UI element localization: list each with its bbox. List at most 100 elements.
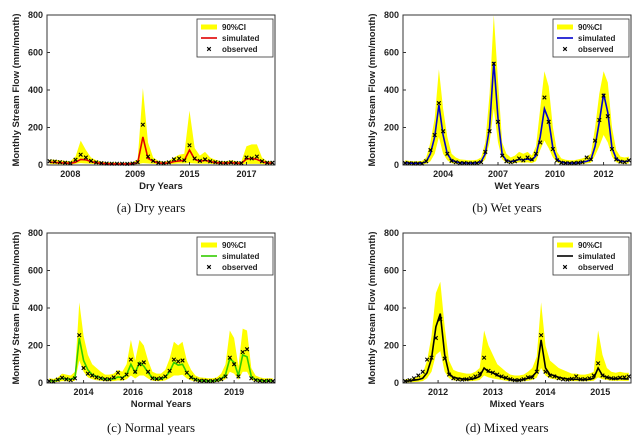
- observed-marker: [193, 377, 198, 382]
- legend-label: 90%CI: [222, 23, 246, 32]
- observed-marker: [584, 155, 589, 160]
- y-tick-label: 200: [28, 341, 43, 351]
- y-tick-label: 400: [384, 85, 399, 95]
- observed-marker: [94, 375, 99, 380]
- observed-marker: [253, 377, 258, 383]
- observed-marker: [419, 161, 425, 166]
- observed-marker: [72, 376, 78, 381]
- chart-panel-4: 0 200 400 600 800 2012 2013 2014 2015 Mixed Years…: [367, 228, 632, 435]
- observed-marker: [201, 378, 207, 383]
- observed-marker: [167, 368, 172, 374]
- x-tick-label: 2015: [590, 387, 610, 397]
- observed-marker: [266, 378, 271, 383]
- x-tick-label: 2018: [172, 387, 192, 397]
- observed-marker: [543, 369, 548, 374]
- observed-marker: [440, 129, 446, 134]
- observed-marker: [402, 160, 408, 166]
- observed-marker: [446, 372, 452, 377]
- observed-marker: [592, 138, 598, 143]
- observed-marker: [512, 377, 517, 383]
- observed-marker: [445, 151, 450, 156]
- observed-marker: [534, 369, 539, 374]
- legend-label: simulated: [222, 252, 259, 261]
- observed-marker: [184, 370, 189, 375]
- observed-marker: [574, 374, 579, 379]
- x-axis-label: Dry Years: [139, 181, 183, 192]
- observed-marker: [487, 129, 492, 134]
- observed-marker: [137, 362, 142, 367]
- observed-marker: [462, 160, 467, 166]
- observed-marker: [530, 375, 535, 380]
- observed-marker: [464, 377, 469, 382]
- observed-marker: [135, 159, 140, 165]
- observed-marker: [597, 117, 602, 123]
- observed-marker: [556, 376, 561, 381]
- observed-marker: [500, 153, 505, 158]
- observed-marker: [47, 159, 52, 164]
- observed-marker: [85, 371, 91, 376]
- observed-marker: [604, 375, 610, 380]
- observed-marker: [125, 161, 130, 167]
- legend-label: 90%CI: [578, 23, 602, 32]
- chart-panel-1: 0 200 400 600 800 2008 2009 2015 2017 Dry Years Mo…: [11, 10, 276, 215]
- observed-marker: [124, 372, 129, 377]
- observed-marker: [455, 377, 460, 382]
- observed-marker: [554, 158, 560, 163]
- observed-marker: [120, 376, 125, 381]
- observed-marker: [236, 374, 241, 379]
- observed-marker: [512, 159, 518, 164]
- observed-marker: [601, 93, 606, 98]
- legend-obs-swatch: [206, 264, 212, 270]
- observed-marker: [591, 373, 596, 378]
- observed-marker: [81, 365, 86, 371]
- y-tick-label: 800: [384, 10, 399, 20]
- chart-panel-2: 0 200 400 600 800 2004 2007 2010 2012 Wet Years Mo…: [367, 10, 632, 215]
- observed-marker: [109, 161, 114, 166]
- observed-marker: [83, 155, 89, 160]
- observed-marker: [521, 377, 526, 382]
- observed-marker: [180, 358, 185, 363]
- observed-marker: [504, 159, 509, 164]
- x-tick-label: 2016: [123, 387, 143, 397]
- observed-marker: [64, 377, 69, 382]
- legend-label: simulated: [222, 34, 259, 43]
- observed-marker: [486, 368, 491, 374]
- y-tick-label: 600: [384, 266, 399, 276]
- observed-marker: [466, 161, 471, 166]
- y-tick-label: 600: [384, 48, 399, 58]
- observed-marker: [111, 375, 116, 380]
- observed-marker: [613, 376, 618, 381]
- legend-label: observed: [578, 45, 614, 54]
- x-tick-label: 2017: [236, 169, 256, 179]
- observed-marker: [244, 347, 250, 352]
- observed-marker: [145, 369, 151, 374]
- observed-marker: [161, 160, 166, 166]
- observed-marker: [453, 159, 458, 165]
- legend-label: simulated: [578, 34, 615, 43]
- observed-marker: [270, 160, 275, 165]
- y-tick-label: 0: [394, 378, 399, 388]
- panel-caption: (b) Wet years: [472, 200, 541, 215]
- y-tick-label: 200: [384, 123, 399, 133]
- observed-marker: [213, 159, 218, 165]
- observed-marker: [104, 161, 109, 166]
- observed-marker: [618, 159, 623, 164]
- observed-marker: [99, 160, 104, 166]
- x-axis-label: Wet Years: [494, 181, 539, 192]
- observed-marker: [470, 161, 475, 166]
- x-tick-label: 2019: [224, 387, 244, 397]
- observed-marker: [420, 369, 425, 374]
- legend-label: 90%CI: [578, 241, 602, 250]
- observed-marker: [187, 143, 192, 148]
- observed-marker: [176, 156, 182, 161]
- observed-marker: [521, 158, 526, 163]
- y-tick-label: 0: [394, 160, 399, 170]
- observed-marker: [429, 355, 434, 360]
- observed-marker: [197, 158, 203, 164]
- observed-marker: [188, 375, 194, 380]
- observed-marker: [227, 355, 233, 360]
- observed-marker: [254, 154, 260, 159]
- legend-label: observed: [578, 263, 614, 272]
- observed-marker: [438, 317, 443, 322]
- observed-marker: [257, 378, 263, 383]
